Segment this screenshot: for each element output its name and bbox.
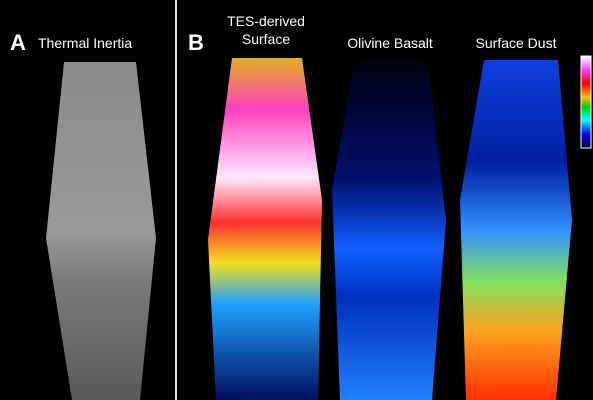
page: A Thermal Inertia B TES-derived Surface … [0,0,593,400]
map-label: Surface [242,31,290,47]
olivine-map [332,62,446,400]
panel-label: Thermal Inertia [38,35,132,51]
panel-letter: B [188,30,204,55]
panel-letter: A [10,30,26,55]
map-label: TES-derived [227,13,305,29]
color-scale [581,56,591,148]
map-label: Surface Dust [476,35,557,51]
map-label: Olivine Basalt [347,35,433,51]
figure: A Thermal Inertia B TES-derived Surface … [0,0,593,400]
dust-map [460,60,572,400]
